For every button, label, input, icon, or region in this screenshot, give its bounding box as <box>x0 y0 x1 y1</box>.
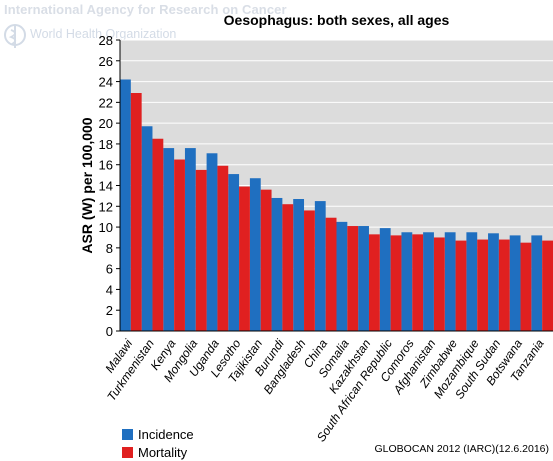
bar-incidence <box>271 197 283 331</box>
legend-label-mortality: Mortality <box>138 444 188 460</box>
bar-mortality <box>498 239 510 331</box>
bar-mortality <box>433 237 445 331</box>
who-emblem-icon <box>4 24 26 48</box>
y-tick-label: 4 <box>106 282 113 297</box>
y-tick-label: 2 <box>106 303 113 318</box>
bar-mortality <box>325 217 337 331</box>
bar-incidence <box>314 201 326 331</box>
bar-incidence <box>249 178 261 331</box>
bar-incidence <box>293 199 305 331</box>
bar-mortality <box>347 226 359 331</box>
bar-incidence <box>401 232 413 331</box>
y-tick-label: 16 <box>99 158 113 173</box>
who-watermark-text: World Health Organization <box>30 27 177 41</box>
y-tick-label: 22 <box>99 95 113 110</box>
y-tick-label: 18 <box>99 137 113 152</box>
bar-incidence <box>163 148 175 331</box>
legend-item-incidence: Incidence <box>122 425 194 443</box>
bar-incidence <box>336 221 348 331</box>
bar-mortality <box>368 234 380 331</box>
y-tick-label: 6 <box>106 262 113 277</box>
bar-mortality <box>520 242 532 331</box>
bar-incidence <box>531 235 543 331</box>
bar-mortality <box>130 93 142 331</box>
y-tick-label: 8 <box>106 241 113 256</box>
legend-label-incidence: Incidence <box>138 426 194 442</box>
bar-incidence <box>509 235 521 331</box>
y-tick-label: 24 <box>99 75 113 90</box>
bar-incidence <box>358 226 369 331</box>
legend-swatch-incidence <box>122 428 133 440</box>
bar-mortality <box>477 239 489 331</box>
bar-mortality <box>455 240 467 331</box>
chart-title: Oesophagus: both sexes, all ages <box>223 12 450 28</box>
bar-incidence <box>120 79 131 331</box>
bar-incidence <box>466 232 478 331</box>
y-tick-label: 14 <box>99 179 113 194</box>
y-tick-label: 26 <box>99 54 113 69</box>
bar-mortality <box>412 234 424 331</box>
legend-item-mortality: Mortality <box>122 443 194 461</box>
legend-swatch-mortality <box>122 446 133 458</box>
bar-mortality <box>217 165 229 331</box>
bar-incidence <box>184 148 196 331</box>
y-tick-label: 28 <box>99 33 113 48</box>
y-tick-label: 10 <box>99 220 113 235</box>
bar-incidence <box>488 233 499 331</box>
bar-mortality <box>239 186 250 331</box>
bar-mortality <box>542 240 553 331</box>
source-note: GLOBOCAN 2012 (IARC)(12.6.2016) <box>374 443 550 455</box>
bar-mortality <box>174 159 185 331</box>
bar-mortality <box>390 235 402 331</box>
bar-incidence <box>379 228 391 331</box>
bar-incidence <box>141 126 153 331</box>
bar-mortality <box>282 204 294 331</box>
bar-mortality <box>152 138 164 331</box>
y-tick-label: 0 <box>106 324 113 339</box>
bar-incidence <box>423 232 434 331</box>
bar-mortality <box>260 189 272 331</box>
bar-mortality <box>304 210 315 331</box>
legend: Incidence Mortality <box>122 425 194 461</box>
bar-incidence <box>444 232 456 331</box>
y-tick-label: 20 <box>99 116 113 131</box>
bar-incidence <box>206 153 218 331</box>
y-tick-label: 12 <box>99 199 113 214</box>
y-axis-label: ASR (W) per 100,000 <box>79 117 95 253</box>
iarc-watermark: International Agency for Research on Can… <box>4 2 287 17</box>
bar-incidence <box>228 174 240 331</box>
bar-mortality <box>195 169 207 331</box>
who-watermark: World Health Organization <box>2 22 176 50</box>
